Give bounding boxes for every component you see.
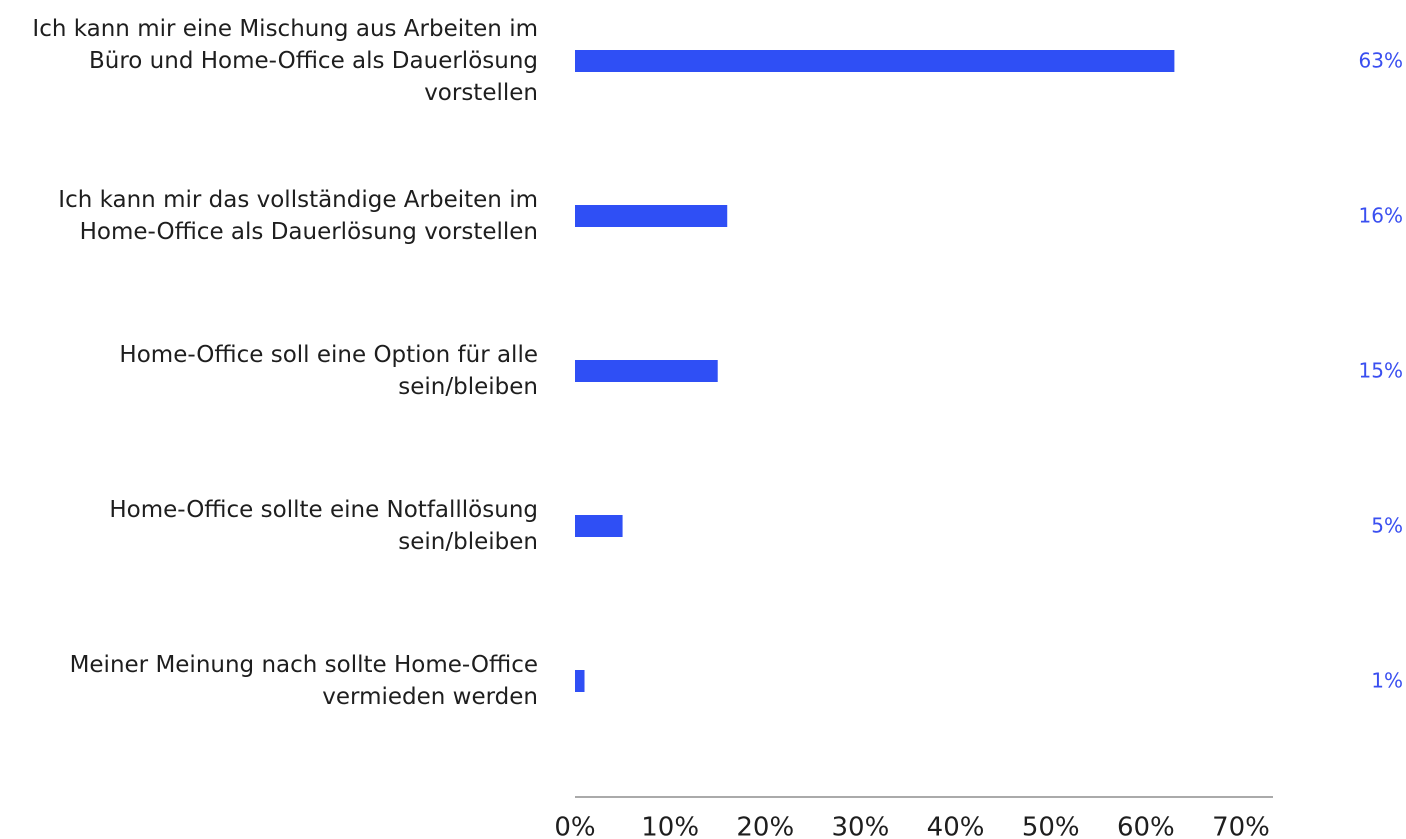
bar (575, 360, 718, 382)
category-label: Home-Office soll eine Option für alle se… (119, 342, 538, 400)
x-tick-label: 20% (736, 813, 794, 839)
bar (575, 50, 1175, 72)
value-label: 15% (1359, 359, 1403, 383)
x-tick-label: 60% (1117, 813, 1175, 839)
value-label: 1% (1371, 669, 1403, 693)
value-label: 5% (1371, 514, 1403, 538)
category-label: Ich kann mir das vollständige Arbeiten i… (58, 187, 538, 245)
x-tick-label: 10% (641, 813, 699, 839)
x-tick-label: 30% (832, 813, 890, 839)
bar (575, 670, 585, 692)
x-tick-label: 70% (1212, 813, 1270, 839)
bar (575, 515, 623, 537)
category-label: Ich kann mir eine Mischung aus Arbeiten … (32, 16, 538, 106)
category-label: Meiner Meinung nach sollte Home-Office v… (69, 652, 538, 710)
value-label: 16% (1359, 204, 1403, 228)
bar (575, 205, 728, 227)
category-label: Home-Office sollte eine Notfalllösung se… (109, 497, 538, 555)
x-tick-label: 40% (927, 813, 985, 839)
x-tick-label: 0% (554, 813, 595, 839)
value-label: 63% (1359, 49, 1403, 73)
x-tick-label: 50% (1022, 813, 1080, 839)
